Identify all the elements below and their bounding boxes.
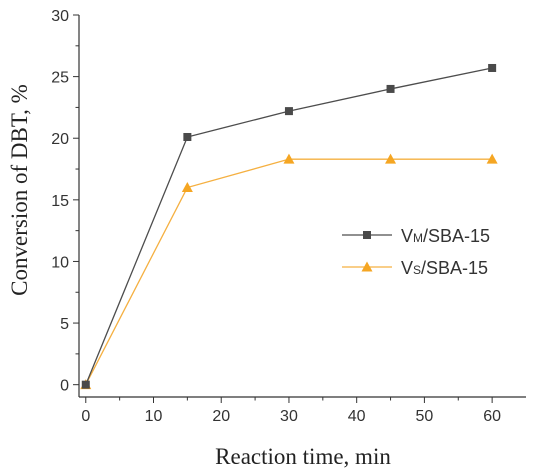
y-tick-label: 25 <box>51 70 69 87</box>
y-tick-label: 5 <box>60 316 69 333</box>
data-point-triangle <box>283 153 295 164</box>
ticks-layer: 0 10 20 30 40 50 60 0 5 10 15 20 25 30 <box>51 8 501 425</box>
x-axis-title: Reaction time, min <box>215 444 391 469</box>
series-square <box>81 63 497 389</box>
y-tick-label: 10 <box>51 254 69 271</box>
y-tick-label: 20 <box>51 131 69 148</box>
legend-marker-triangle <box>361 261 373 272</box>
y-tick-label: 30 <box>51 8 69 25</box>
y-axis-title: Conversion of DBT, % <box>7 84 32 296</box>
x-tick-label: 10 <box>145 408 163 425</box>
x-tick-label: 20 <box>212 408 230 425</box>
x-tick-label: 60 <box>483 408 501 425</box>
data-point-square <box>81 380 90 389</box>
legend-item: VM/SBA-15 <box>342 226 490 246</box>
data-point-square <box>488 63 497 72</box>
series-layer <box>80 63 498 390</box>
data-point-square <box>386 84 395 93</box>
data-point-triangle <box>385 153 397 164</box>
legend-item: VS/SBA-15 <box>342 258 488 278</box>
legend-marker-square <box>363 231 371 239</box>
data-point-triangle <box>486 153 498 164</box>
data-point-square <box>284 107 293 116</box>
legend: VM/SBA-15 VS/SBA-15 <box>342 226 490 278</box>
x-tick-label: 0 <box>81 408 90 425</box>
legend-label: VS/SBA-15 <box>401 258 488 278</box>
data-point-square <box>183 132 192 141</box>
x-tick-label: 50 <box>416 408 434 425</box>
legend-label: VM/SBA-15 <box>401 226 490 246</box>
y-tick-label: 0 <box>60 378 69 395</box>
x-tick-label: 30 <box>280 408 298 425</box>
x-tick-label: 40 <box>348 408 366 425</box>
data-point-triangle <box>181 182 193 193</box>
y-tick-label: 15 <box>51 193 69 210</box>
